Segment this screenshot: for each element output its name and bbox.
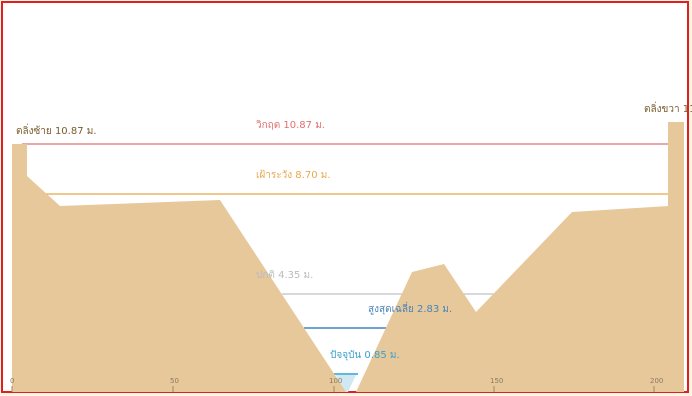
x-tick-label: 0 (10, 377, 14, 385)
watch-level-label: เฝ้าระวัง 8.70 ม. (256, 169, 331, 181)
low-level-label: สูงสุดเฉลี่ย 2.83 ม. (368, 301, 452, 315)
x-tick-label: 100 (329, 377, 342, 385)
x-tick-label: 150 (490, 377, 503, 385)
current-level-label: ปัจจุบัน 0.85 ม. (330, 350, 400, 361)
x-axis: 0 50 100 150 200 (10, 377, 663, 392)
bank-left-label: ตลิ่งซ้าย 10.87 ม. (16, 123, 97, 137)
x-tick-label: 50 (170, 377, 179, 385)
critical-level-label: วิกฤต 10.87 ม. (256, 120, 325, 131)
current-water-fill (336, 375, 356, 392)
bank-right-label: ตลิ่งขวา 11.87 ม. (644, 101, 692, 115)
mid-level-label: ปกติ 4.35 ม. (256, 270, 313, 281)
ground-profile (12, 122, 684, 392)
x-tick-label: 200 (650, 377, 663, 385)
